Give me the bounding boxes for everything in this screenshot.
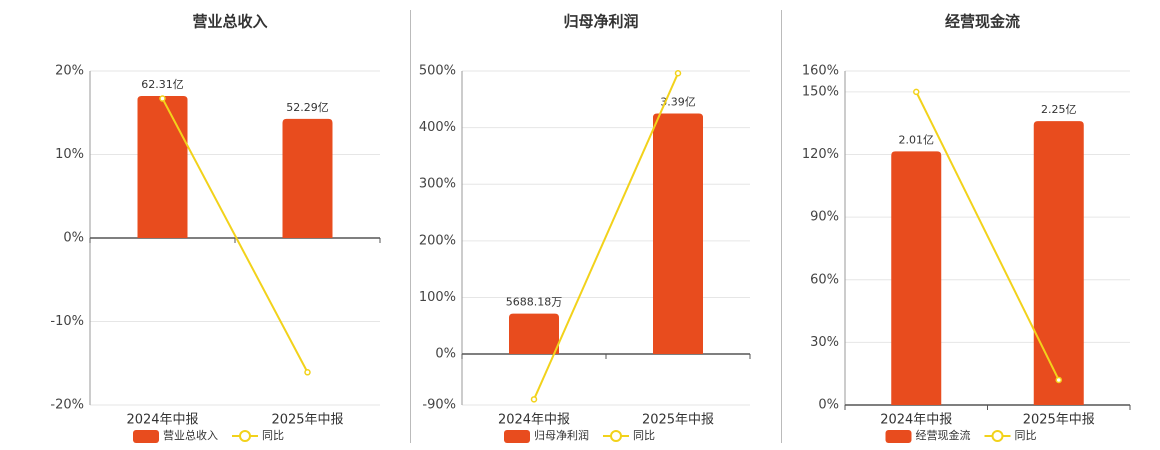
line-point — [159, 95, 166, 102]
legend-label: 同比 — [262, 429, 284, 442]
x-tick-label: 2025年中报 — [642, 413, 714, 428]
bar — [653, 113, 703, 355]
bar — [282, 118, 333, 238]
legend-swatch — [504, 430, 530, 443]
y-tick-label: 300% — [419, 177, 456, 192]
legend-swatch — [239, 430, 251, 442]
y-tick-label: 150% — [802, 84, 839, 99]
y-tick-label: 60% — [810, 272, 839, 287]
chart-title: 归母净利润 — [563, 13, 638, 31]
legend-label: 营业总收入 — [163, 428, 218, 442]
line-point — [304, 369, 311, 376]
y-tick-label: 0% — [63, 231, 84, 246]
value-label: 5688.18万 — [506, 296, 563, 309]
y-tick-label: 500% — [419, 64, 456, 79]
legend-swatch — [133, 430, 159, 443]
value-label: 2.01亿 — [899, 133, 935, 146]
y-tick-label: 90% — [810, 210, 839, 225]
y-tick-label: 100% — [419, 290, 456, 305]
x-tick-label: 2025年中报 — [1023, 413, 1095, 428]
legend-swatch — [885, 430, 912, 443]
value-label: 2.25亿 — [1041, 103, 1077, 116]
value-label: 62.31亿 — [141, 78, 184, 91]
bar — [1033, 121, 1084, 405]
value-label: 52.29亿 — [286, 101, 329, 114]
line-point — [674, 70, 682, 77]
chart-title: 经营现金流 — [945, 13, 1020, 31]
legend-swatch — [610, 430, 622, 442]
line — [533, 72, 679, 400]
y-tick-label: 0% — [818, 398, 839, 413]
y-tick-label: -90% — [422, 398, 456, 413]
bar — [509, 313, 559, 355]
x-tick-label: 2024年中报 — [126, 413, 198, 428]
line — [161, 98, 309, 373]
y-tick-label: 120% — [802, 147, 839, 162]
chart-title: 营业总收入 — [192, 13, 267, 31]
y-tick-label: 10% — [55, 147, 84, 162]
x-tick-label: 2025年中报 — [271, 413, 343, 428]
legend-swatch — [991, 430, 1004, 442]
line-point — [530, 396, 538, 403]
y-tick-label: 200% — [419, 233, 456, 248]
x-tick-label: 2024年中报 — [880, 413, 952, 428]
y-tick-label: 0% — [435, 347, 456, 362]
line — [915, 91, 1060, 381]
y-tick-label: 400% — [419, 120, 456, 135]
line-point — [913, 88, 920, 96]
y-tick-label: -20% — [50, 398, 84, 413]
legend-label: 归母净利润 — [534, 428, 589, 442]
bar — [891, 151, 942, 405]
legend-label: 同比 — [633, 429, 655, 442]
x-tick-label: 2024年中报 — [498, 413, 570, 428]
y-tick-label: 30% — [810, 335, 839, 350]
y-tick-label: -10% — [50, 314, 84, 329]
line-point — [1055, 376, 1062, 384]
bar — [137, 96, 188, 238]
legend-label: 经营现金流 — [916, 428, 971, 442]
legend-label: 同比 — [1015, 429, 1037, 442]
y-tick-label: 20% — [55, 64, 84, 79]
value-label: 3.39亿 — [660, 95, 696, 108]
y-tick-label: 160% — [802, 64, 839, 79]
